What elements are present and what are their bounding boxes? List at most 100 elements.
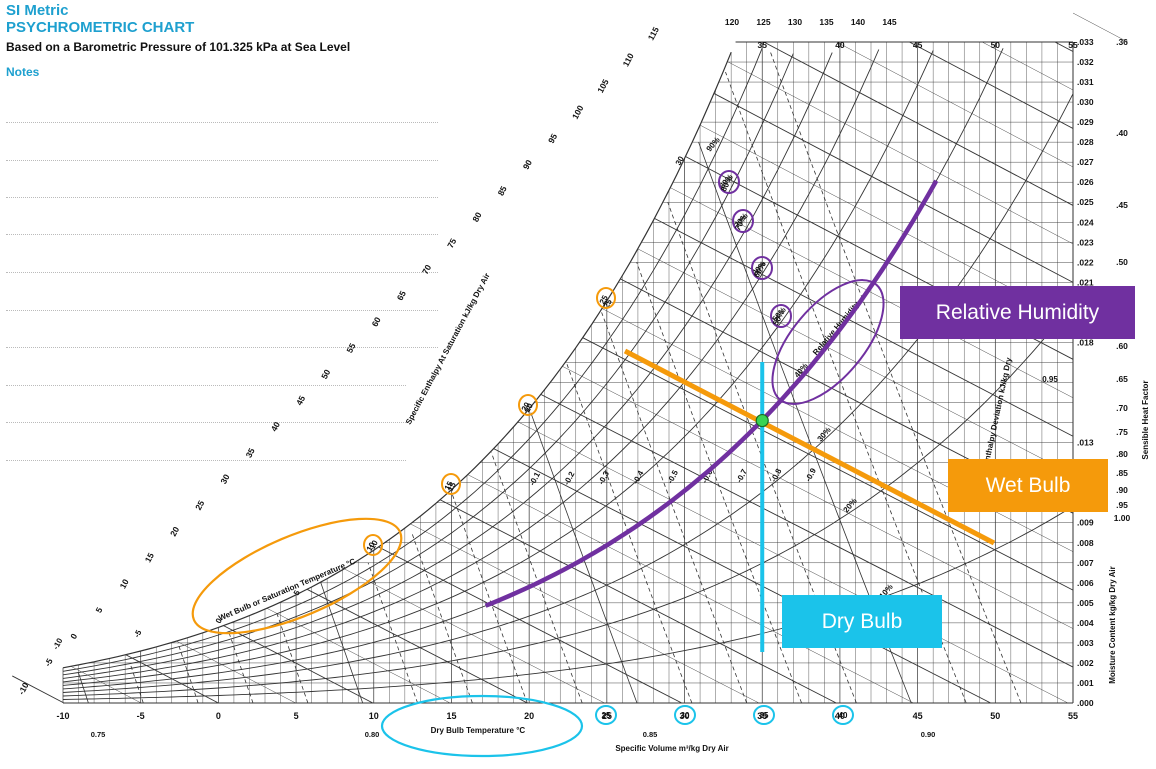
dry-bulb-top-tick-label: 50 — [991, 40, 1001, 50]
dry-bulb-tick-label: 15 — [446, 711, 456, 721]
moisture-tick-label: .026 — [1077, 177, 1094, 187]
wet-bulb-tick-label: -5 — [132, 628, 144, 639]
moisture-tick-label: .033 — [1077, 37, 1094, 47]
rh-curve — [62, 50, 934, 686]
circled-rh-value — [732, 209, 754, 233]
enthalpy-line — [223, 625, 374, 704]
shf-tick-label: .36 — [1116, 37, 1128, 47]
protractor-label: 0.95 — [1042, 375, 1058, 384]
moisture-tick-label: .006 — [1077, 578, 1094, 588]
moisture-tick-label: .008 — [1077, 538, 1094, 548]
notes-label: Notes — [6, 65, 40, 79]
circled-wet-bulb-value — [363, 534, 383, 556]
dry-bulb-tick-label: 0 — [216, 711, 221, 721]
enthalpy-line — [654, 218, 1074, 437]
shf-tick-label: .65 — [1116, 374, 1128, 384]
moisture-tick-label: .021 — [1077, 277, 1094, 287]
enthalpy-line — [306, 588, 528, 704]
dry-bulb-axis-label: Dry Bulb Temperature °C — [431, 726, 526, 735]
chart-title-metric: SI Metric — [6, 2, 69, 19]
enthalpy-line — [637, 248, 1074, 475]
enthalpy-deviation-axis-label: Enthalpy Deviation kJ/kg Dry — [982, 356, 1014, 466]
circled-wet-bulb-value — [441, 473, 461, 495]
enthalpy-tick-label: 65 — [395, 289, 408, 302]
callout-dry-bulb: Dry Bulb — [782, 595, 942, 648]
callout-wet-bulb: Wet Bulb — [948, 459, 1108, 512]
enthalpy-tick-label: 85 — [496, 184, 509, 197]
moisture-tick-label: .001 — [1077, 678, 1094, 688]
shf-tick-label: .75 — [1116, 427, 1128, 437]
state-point — [755, 413, 769, 428]
circled-rh-value — [751, 256, 773, 280]
dry-bulb-tick-label: 50 — [990, 711, 1000, 721]
volume-tick-label: 0.80 — [365, 730, 380, 739]
moisture-tick-label: .028 — [1077, 137, 1094, 147]
dry-bulb-tick-label: -10 — [56, 711, 69, 721]
note-line — [6, 122, 438, 123]
enthalpy-deviation-tick-label: -0.9 — [804, 466, 819, 483]
dry-bulb-top-tick-label: 45 — [913, 40, 923, 50]
enthalpy-tick-label: 115 — [646, 25, 661, 42]
moisture-tick-label: .032 — [1077, 57, 1094, 67]
rh-label: 20% — [841, 496, 858, 514]
moisture-tick-label: .024 — [1077, 217, 1094, 227]
specific-volume-line — [228, 632, 254, 704]
shf-tick-label: .80 — [1116, 449, 1128, 459]
moisture-tick-label: .029 — [1077, 117, 1094, 127]
moisture-tick-label: .018 — [1077, 337, 1094, 347]
shf-tick-label: .40 — [1116, 128, 1128, 138]
specific-volume-line — [78, 672, 89, 704]
wet-bulb-tick-label: -10 — [51, 636, 65, 651]
note-line — [6, 272, 438, 273]
note-line — [6, 160, 438, 161]
enthalpy-deviation-tick-label: -0.2 — [562, 470, 577, 487]
specific-volume-line — [320, 582, 364, 704]
circled-wet-bulb-value — [518, 394, 538, 416]
enthalpy-top-tick-label: 130 — [788, 17, 802, 27]
enthalpy-tick-label: 10 — [118, 577, 131, 590]
relative-humidity-highlight-line — [484, 179, 939, 608]
enthalpy-line — [176, 640, 296, 704]
enthalpy-line — [582, 337, 1074, 591]
moisture-tick-label: .027 — [1077, 157, 1094, 167]
enthalpy-tick-label: 75 — [445, 236, 458, 249]
dry-bulb-top-tick-label: 55 — [1068, 40, 1078, 50]
chart-header: SI Metric PSYCHROMETRIC CHART Based on a… — [6, 2, 350, 79]
shf-tick-label: 1.00 — [1114, 513, 1131, 523]
moisture-tick-label: .004 — [1077, 618, 1094, 628]
rh-curve — [62, 93, 1074, 693]
enthalpy-line — [982, 41, 1074, 91]
dry-bulb-tick-label: 20 — [524, 711, 534, 721]
moisture-tick-label: .002 — [1077, 658, 1094, 668]
moisture-tick-label: .003 — [1077, 638, 1094, 648]
circled-dry-bulb-value — [832, 705, 854, 725]
enthalpy-tick-label: -5 — [42, 656, 55, 668]
enthalpy-line — [836, 41, 1074, 168]
specific-volume-line — [770, 51, 1022, 704]
wet-bulb-highlight-line — [623, 348, 996, 546]
enthalpy-tick-label: 70 — [420, 263, 433, 276]
enthalpy-tick-label: 5 — [93, 605, 104, 614]
chart-subtitle: Based on a Barometric Pressure of 101.32… — [6, 40, 351, 54]
enthalpy-tick-label: -10 — [16, 681, 31, 697]
enthalpy-tick-label: 100 — [570, 103, 586, 120]
moisture-tick-label: .031 — [1077, 77, 1094, 87]
rh-label: 90% — [704, 135, 721, 153]
specific-volume-line — [636, 262, 802, 704]
circled-rh-value — [770, 304, 792, 328]
enthalpy-line — [540, 394, 1074, 668]
specific-volume-line — [451, 492, 528, 704]
enthalpy-tick-label: 15 — [143, 551, 156, 564]
enthalpy-tick-label: 0 — [68, 632, 79, 641]
circled-rh-value — [718, 170, 740, 194]
circled-dry-bulb-value-label: 25 — [602, 711, 611, 720]
chart-grid — [62, 41, 1074, 704]
enthalpy-line — [909, 41, 1074, 129]
circled-dry-bulb-value — [595, 705, 617, 725]
moisture-tick-label: .013 — [1077, 438, 1094, 448]
wet-bulb-tick-label: 0 — [214, 616, 224, 625]
note-line — [6, 197, 438, 198]
enthalpy-line — [713, 93, 1074, 283]
highlight-lines — [484, 179, 996, 652]
dry-bulb-axis-ellipse — [380, 694, 584, 758]
